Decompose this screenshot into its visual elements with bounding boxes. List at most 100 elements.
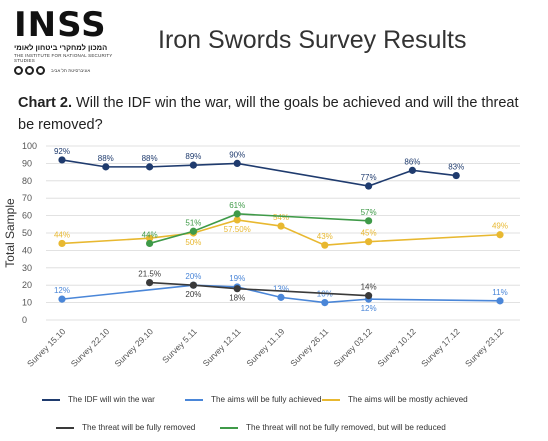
legend-swatch — [56, 426, 74, 429]
y-tick-label: 30 — [22, 263, 32, 273]
series-line — [149, 281, 369, 297]
data-point — [365, 238, 373, 246]
data-label: 57% — [361, 208, 377, 217]
y-axis-label: Total Sample — [3, 198, 17, 268]
data-point — [365, 292, 373, 300]
y-tick-label: 10 — [22, 298, 32, 308]
data-label: 13% — [273, 284, 289, 293]
x-tick-label: Survey 10.12 — [375, 326, 418, 369]
data-label: 43% — [317, 232, 333, 241]
y-tick-label: 40 — [22, 245, 32, 255]
legend-entry: The threat will not be fully removed, bu… — [220, 423, 446, 432]
data-point — [321, 241, 329, 249]
data-point — [365, 182, 373, 190]
data-label: 44% — [142, 230, 158, 239]
data-label: 11% — [492, 288, 507, 297]
data-label: 20% — [185, 272, 201, 281]
data-label: 88% — [142, 154, 158, 163]
data-point — [233, 210, 241, 218]
data-point — [146, 163, 154, 171]
legend-swatch — [322, 398, 340, 401]
data-label: 12% — [361, 304, 377, 313]
x-tick-label: Survey 12.11 — [201, 326, 243, 368]
x-tick-label: Survey 22.10 — [69, 326, 112, 369]
data-label: 44% — [54, 230, 70, 239]
data-point — [496, 231, 504, 239]
data-label: 12% — [54, 286, 70, 295]
legend-label: The aims will be mostly achieved — [348, 395, 468, 404]
x-tick-label: Survey 15.10 — [25, 326, 68, 369]
data-point — [58, 239, 66, 248]
logo-bottom-row: אוניברסיטת תל אביב — [14, 66, 124, 75]
data-label: 92% — [54, 147, 70, 156]
data-label: 45% — [361, 229, 377, 238]
x-tick-label: Survey 11.19 — [244, 326, 286, 368]
series-line — [61, 159, 457, 187]
data-label: 88% — [98, 154, 114, 163]
legend-swatch — [42, 398, 60, 401]
data-label: 90% — [229, 150, 245, 159]
legend-label: The threat will not be fully removed, bu… — [246, 423, 446, 432]
y-tick-label: 0 — [22, 315, 27, 325]
y-tick-label: 20 — [22, 280, 32, 290]
data-label: 18% — [229, 294, 245, 303]
data-point — [496, 297, 504, 305]
legend-swatch — [220, 426, 238, 429]
data-label: 51% — [185, 218, 201, 227]
data-point — [277, 222, 285, 230]
data-point — [58, 156, 66, 164]
data-point — [189, 227, 197, 235]
data-point — [102, 163, 110, 171]
y-tick-label: 90 — [22, 158, 32, 168]
legend-swatch — [185, 398, 203, 401]
legend-entry: The threat will be fully removed — [56, 423, 195, 432]
inss-logo: INSS המכון למחקרי ביטחון לאומי THE INSTI… — [14, 8, 124, 80]
data-point — [58, 295, 66, 303]
data-label: 50% — [185, 238, 201, 247]
data-label: 61% — [229, 201, 245, 210]
data-point — [146, 234, 154, 242]
data-point — [233, 159, 241, 167]
y-tick-label: 80 — [22, 176, 32, 186]
data-point — [146, 239, 154, 248]
logo-university-name: אוניברסיטת תל אביב — [51, 68, 91, 73]
legend-label: The threat will be fully removed — [82, 423, 196, 432]
chart-title: Chart 2. Will the IDF win the war, will … — [18, 92, 533, 136]
series-line — [61, 219, 501, 246]
y-tick-label: 100 — [22, 141, 37, 151]
data-label: 14% — [361, 283, 377, 292]
data-label: 77% — [361, 173, 377, 182]
legend-label: The IDF will win the war — [68, 395, 155, 404]
x-tick-label: Survey 17.12 — [419, 326, 462, 369]
y-tick-label: 60 — [22, 211, 32, 221]
data-label: 54% — [273, 213, 289, 222]
data-point — [146, 278, 154, 287]
logo-wordmark: INSS — [14, 5, 107, 45]
data-point — [189, 161, 197, 169]
data-point — [233, 216, 241, 224]
data-point — [408, 166, 416, 174]
legend-entry: The aims will be mostly achieved — [322, 395, 468, 404]
data-label: 89% — [185, 152, 201, 161]
data-point — [452, 171, 460, 180]
x-tick-label: Survey 23.12 — [463, 326, 506, 369]
data-label: 21.5% — [138, 270, 161, 279]
report-title: Iron Swords Survey Results — [158, 26, 467, 54]
data-label: 86% — [404, 157, 420, 166]
legend-entry: The IDF will win the war — [42, 395, 155, 404]
data-point — [277, 293, 285, 301]
chart-question: Will the IDF win the war, will the goals… — [18, 95, 519, 133]
data-point — [321, 299, 329, 307]
data-label: 49% — [492, 222, 508, 231]
data-label: 20% — [185, 290, 201, 299]
legend-label: The aims will be fully achieved — [211, 395, 322, 404]
logo-circles-icon — [14, 66, 45, 75]
logo-english-name: THE INSTITUTE FOR NATIONAL SECURITY STUD… — [14, 53, 113, 63]
legend-entry: The aims will be fully achieved — [185, 395, 322, 404]
x-tick-label: Survey 26.11 — [288, 326, 330, 368]
data-label: 57.50% — [224, 225, 251, 234]
series-line — [149, 213, 369, 245]
data-point — [365, 217, 373, 225]
data-label: 83% — [448, 163, 464, 172]
